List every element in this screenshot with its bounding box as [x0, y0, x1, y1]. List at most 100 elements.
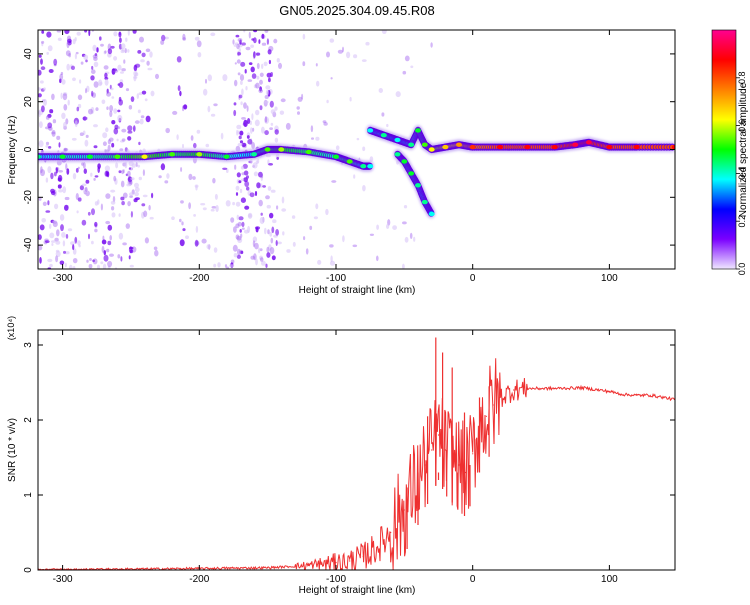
snr-panel: -300 -200 -100 0 100 0 1 2 3 Height of straight…: [6, 316, 676, 596]
snr-point: [335, 561, 337, 564]
snr-point: [622, 393, 624, 396]
snr-x-ticks: -300 -200 -100 0 100: [53, 330, 618, 585]
snr-plot-area: [38, 337, 675, 570]
snr-point: [390, 531, 392, 534]
snr-point: [424, 464, 426, 466]
snr-frame: [37, 329, 676, 571]
snr-point: [362, 555, 364, 558]
snr-point: [513, 389, 515, 391]
snr-point: [526, 387, 529, 390]
spectrogram-y-tick-label: -20: [23, 190, 34, 205]
snr-x-axis-label: Height of straight line (km): [299, 585, 416, 596]
spectrogram-ridge-upper-point: [367, 128, 374, 133]
spectrogram-ridge-main: [38, 144, 375, 172]
snr-point: [458, 464, 460, 466]
snr-point: [349, 560, 351, 562]
spectrogram-ridge-upper-point: [442, 144, 449, 150]
spectrogram-ridge-upper-point: [551, 144, 558, 150]
spectrogram-ridge-upper-point: [469, 144, 476, 150]
colorbar-tick-label: 0.2: [737, 215, 747, 228]
snr-x-tick-label: 0: [470, 574, 476, 585]
snr-point: [437, 434, 440, 436]
snr-point: [403, 509, 405, 511]
spectrogram-x-tick-label: -200: [189, 273, 209, 284]
spectrogram-plot-area: [38, 30, 675, 269]
snr-y-axis-label: SNR (10 * v/v): [7, 418, 18, 482]
snr-y-ticks: 0 1 2 3: [23, 342, 675, 573]
snr-point: [451, 456, 453, 459]
spectrogram-y-tick-label: 20: [23, 96, 34, 108]
colorbar-tick-label: 0.8: [737, 72, 747, 85]
snr-point: [636, 394, 638, 396]
spectrogram-ridge-main-point: [278, 147, 285, 152]
spectrogram-x-tick-label: -300: [53, 273, 73, 284]
spectrogram-x-tick-label: -100: [326, 273, 346, 284]
spectrogram-ridge-upper: [365, 124, 675, 155]
spectrogram-ridge-main-point: [360, 164, 367, 169]
snr-x-tick-label: -300: [53, 574, 73, 585]
snr-x-tick-label: 100: [601, 574, 618, 585]
spectrogram-ridge-upper-point: [572, 142, 579, 147]
spectrogram-ridge-main-point: [264, 147, 271, 152]
snr-y-tick-label: 1: [23, 492, 34, 498]
spectrogram-ridge-lower-point: [401, 159, 408, 164]
spectrogram-noise: [38, 30, 433, 269]
spectrogram-ridge-upper-point: [672, 144, 675, 150]
spectrogram-ridge-upper-point: [421, 142, 428, 147]
spectrogram-ridge-upper-point: [428, 147, 435, 152]
spectrogram-y-tick-label: 0: [23, 146, 34, 152]
snr-y-tick-label: 0: [23, 567, 34, 573]
colorbar-ticks: 0.0 0.2 0.4 0.6 0.8: [736, 72, 747, 276]
figure-title: GN05.2025.304.09.45.R08: [279, 3, 434, 18]
snr-point: [492, 404, 494, 406]
spectrogram-ridge-main-point: [141, 154, 148, 159]
snr-data-points: [38, 387, 675, 570]
spectrogram-frame: [37, 29, 676, 270]
spectrogram-ridge-lower-point: [421, 199, 428, 205]
spectrogram-ridge-upper-point: [585, 140, 592, 145]
snr-point: [663, 396, 665, 399]
spectrogram-ridge-upper-point: [524, 144, 531, 150]
snr-point: [649, 394, 652, 396]
spectrogram-ridge-main-point: [367, 164, 374, 169]
snr-point: [499, 396, 501, 399]
colorbar-tick-label: 0.4: [737, 167, 747, 180]
spectrogram-ridge-main-point: [169, 152, 175, 157]
spectrogram-x-tick-label: 100: [601, 273, 618, 284]
spectrogram-y-axis-label: Frequency (Hz): [7, 116, 18, 185]
snr-point: [608, 390, 611, 393]
spectrogram-ridge-upper-point: [456, 142, 462, 147]
spectrogram-x-tick-label: 0: [470, 273, 476, 284]
colorbar-gradient: [712, 30, 736, 269]
snr-point: [485, 415, 487, 417]
spectrogram-y-tick-label: -40: [23, 237, 34, 252]
spectrogram-y-ticks: -40 -20 0 20 40: [23, 48, 675, 252]
snr-x-tick-label: -200: [189, 574, 209, 585]
snr-y-tick-label: 3: [23, 342, 34, 348]
snr-spikes: [406, 337, 490, 549]
spectrogram-ridge-main-point: [59, 154, 66, 159]
colorbar-tick-label: 0.6: [737, 119, 747, 132]
snr-point: [581, 387, 583, 389]
spectrogram-ridge-main-point: [196, 152, 203, 157]
spectrogram-ridge-lower: [393, 148, 436, 219]
spectrogram-ridge-lower-point: [415, 183, 421, 188]
spectrogram-ridge-main-point: [223, 154, 230, 159]
snr-x-tick-label: -100: [326, 574, 346, 585]
colorbar-tick-label: 0.0: [737, 263, 747, 276]
snr-point: [465, 471, 467, 474]
spectrogram-ridge-upper-point: [606, 144, 613, 150]
spectrogram-ridge-lower-point: [428, 211, 435, 217]
spectrogram-x-axis-label: Height of straight line (km): [299, 285, 416, 296]
spectrogram-x-ticks: -300 -200 -100 0 100: [53, 30, 618, 284]
snr-series-line: [38, 358, 675, 570]
spectrogram-ridge-lower-point: [408, 171, 415, 176]
colorbar-frame: [711, 29, 737, 270]
spectrogram-ridge-upper-point: [415, 128, 421, 133]
spectrogram-ridge-main-point: [86, 154, 93, 159]
snr-y-tick-label: 2: [23, 417, 34, 423]
spectrogram-ridge-lower-point: [394, 152, 401, 157]
spectrogram-ridge-upper-point: [633, 144, 640, 150]
